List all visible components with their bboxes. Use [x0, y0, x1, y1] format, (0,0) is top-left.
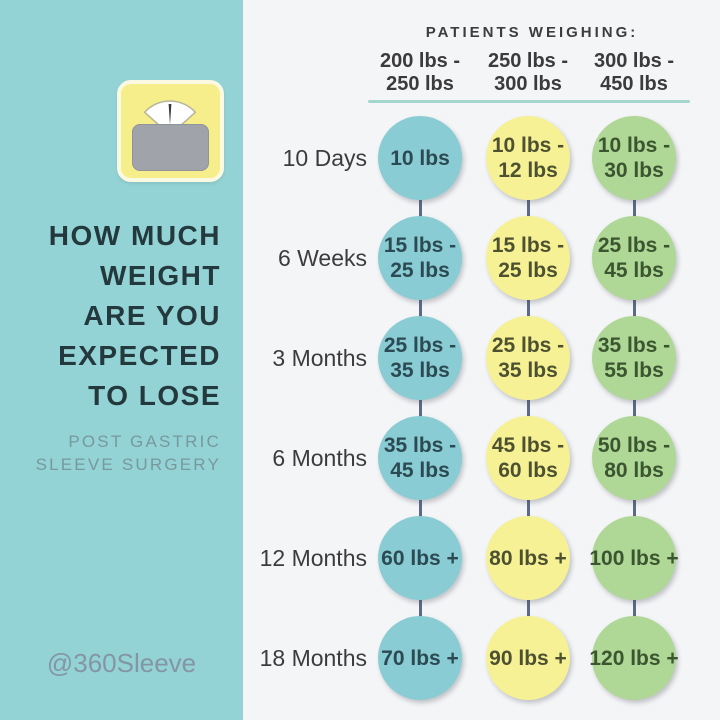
connector-line — [633, 158, 636, 658]
weight-circle: 100 lbs + — [589, 516, 679, 600]
connector-line — [419, 158, 422, 658]
row-label: 3 Months — [272, 345, 367, 371]
bathroom-scale-icon — [117, 80, 224, 182]
column-header-line: 300 lbs - — [593, 50, 675, 72]
weight-value-line: 15 lbs - — [383, 234, 457, 257]
weight-circle: 10 lbs -12 lbs — [486, 116, 570, 200]
column-header-line: 250 lbs — [386, 73, 454, 95]
weight-grid: 10 Days 10 lbs 10 lbs -12 lbs 10 lbs -30 lb… — [243, 0, 720, 720]
social-handle: @360Sleeve — [46, 648, 197, 678]
weight-value-line: 90 lbs + — [489, 646, 567, 670]
weight-value-line: 35 lbs — [390, 359, 450, 382]
weight-circle: 70 lbs + — [378, 616, 462, 700]
weight-value-line: 50 lbs - — [597, 434, 671, 457]
header-divider — [368, 100, 690, 103]
weight-value-line: 55 lbs — [604, 359, 664, 382]
column-header-line: 450 lbs — [600, 73, 668, 95]
weight-value-line: 25 lbs - — [383, 334, 457, 357]
column-header-line: 250 lbs - — [487, 50, 569, 72]
weight-value-line: 25 lbs - — [597, 234, 671, 257]
weight-value-line: 60 lbs + — [381, 546, 459, 570]
page-title: HOW MUCH WEIGHT ARE YOU EXPECTED TO LOSE — [49, 216, 221, 416]
column-header-250-300: 250 lbs - 300 lbs — [463, 50, 593, 96]
weight-value-line: 30 lbs — [604, 159, 664, 182]
title-line: EXPECTED — [58, 340, 221, 371]
weight-value-line: 80 lbs + — [489, 546, 567, 570]
row-label: 18 Months — [259, 645, 367, 671]
weight-table: PATIENTS WEIGHING: 200 lbs - 250 lbs 250… — [243, 0, 720, 720]
weight-value-line: 35 lbs - — [383, 434, 457, 457]
weight-circle: 120 lbs + — [589, 616, 679, 700]
weight-circle: 25 lbs -45 lbs — [592, 216, 676, 300]
weight-value-line: 45 lbs — [390, 459, 450, 482]
weight-value-line: 35 lbs — [498, 359, 558, 382]
weight-circle: 10 lbs -30 lbs — [592, 116, 676, 200]
weight-value-line: 10 lbs - — [491, 134, 565, 157]
title-line: TO LOSE — [88, 380, 221, 411]
weight-value-line: 25 lbs — [390, 259, 450, 282]
patients-weighing-label: PATIENTS WEIGHING: — [425, 24, 639, 41]
weight-value-line: 80 lbs — [604, 459, 664, 482]
weight-value-line: 25 lbs - — [491, 334, 565, 357]
title-line: ARE YOU — [83, 300, 221, 331]
column-header-line: 300 lbs — [494, 73, 562, 95]
scale-dial-icon — [143, 100, 197, 129]
row-label: 10 Days — [282, 145, 367, 171]
weight-circle: 35 lbs -55 lbs — [592, 316, 676, 400]
title-line: WEIGHT — [100, 260, 221, 291]
weight-circle: 90 lbs + — [486, 616, 570, 700]
column-header-300-450: 300 lbs - 450 lbs — [569, 50, 699, 96]
weight-value-line: 100 lbs + — [589, 546, 679, 570]
weight-value-line: 60 lbs — [498, 459, 558, 482]
weight-value-line: 10 lbs - — [597, 134, 671, 157]
weight-value-line: 45 lbs — [604, 259, 664, 282]
column-header-line: 200 lbs - — [379, 50, 461, 72]
scale-platform — [132, 124, 209, 171]
weight-value-line: 10 lbs — [390, 146, 450, 170]
weight-circle: 10 lbs — [378, 116, 462, 200]
title-line: HOW MUCH — [48, 220, 221, 251]
weight-circle: 15 lbs -25 lbs — [378, 216, 462, 300]
subtitle-line: SLEEVE SURGERY — [35, 455, 221, 474]
weight-circle: 60 lbs + — [378, 516, 462, 600]
weight-circle: 25 lbs -35 lbs — [378, 316, 462, 400]
column-header-200-250: 200 lbs - 250 lbs — [355, 50, 485, 96]
weight-value-line: 12 lbs — [498, 159, 558, 182]
weight-value-line: 70 lbs + — [381, 646, 459, 670]
row-label: 12 Months — [259, 545, 367, 571]
row-label: 6 Weeks — [277, 245, 367, 271]
weight-circle: 50 lbs -80 lbs — [592, 416, 676, 500]
weight-circle: 35 lbs -45 lbs — [378, 416, 462, 500]
weight-circle: 25 lbs -35 lbs — [486, 316, 570, 400]
weight-value-line: 35 lbs - — [597, 334, 671, 357]
weight-circle: 80 lbs + — [486, 516, 570, 600]
subtitle-line: POST GASTRIC — [68, 432, 221, 451]
weight-value-line: 45 lbs - — [491, 434, 565, 457]
weight-circle: 45 lbs -60 lbs — [486, 416, 570, 500]
connector-line — [527, 158, 530, 658]
weight-circle: 15 lbs -25 lbs — [486, 216, 570, 300]
sidebar: HOW MUCH WEIGHT ARE YOU EXPECTED TO LOSE… — [0, 0, 243, 720]
weight-value-line: 120 lbs + — [589, 646, 679, 670]
page-subtitle: POST GASTRIC SLEEVE SURGERY — [36, 430, 221, 476]
row-label: 6 Months — [272, 445, 367, 471]
weight-value-line: 15 lbs - — [491, 234, 565, 257]
weight-value-line: 25 lbs — [498, 259, 558, 282]
